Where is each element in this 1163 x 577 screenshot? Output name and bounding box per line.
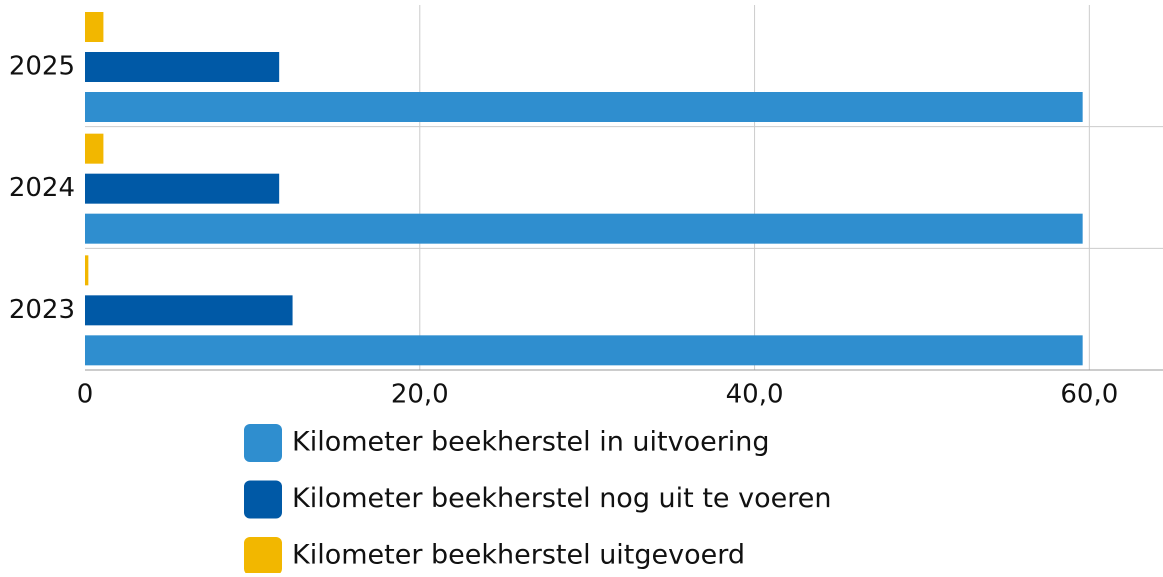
bar — [85, 12, 104, 42]
bar — [85, 213, 1083, 244]
y-tick-label: 2023 — [9, 295, 75, 325]
bar — [85, 92, 1083, 122]
legend-swatch — [244, 480, 282, 519]
bar — [85, 173, 280, 204]
x-tick-label: 20,0 — [391, 380, 449, 410]
legend-swatch — [244, 537, 282, 575]
legend-swatch — [244, 424, 282, 462]
bar — [85, 133, 104, 164]
bar — [85, 255, 89, 286]
bar — [85, 52, 280, 82]
legend-label: Kilometer beekherstel in uitvoering — [292, 427, 770, 458]
y-tick-label: 2024 — [9, 173, 75, 203]
legend-label: Kilometer beekherstel nog uit te voeren — [292, 483, 831, 514]
legend-label: Kilometer beekherstel uitgevoerd — [292, 540, 745, 571]
y-tick-label: 2025 — [9, 52, 75, 82]
x-tick-label: 40,0 — [726, 380, 784, 410]
bar — [85, 335, 1083, 366]
x-tick-label: 0 — [77, 380, 94, 410]
x-tick-label: 60,0 — [1060, 380, 1118, 410]
bar — [85, 295, 293, 326]
